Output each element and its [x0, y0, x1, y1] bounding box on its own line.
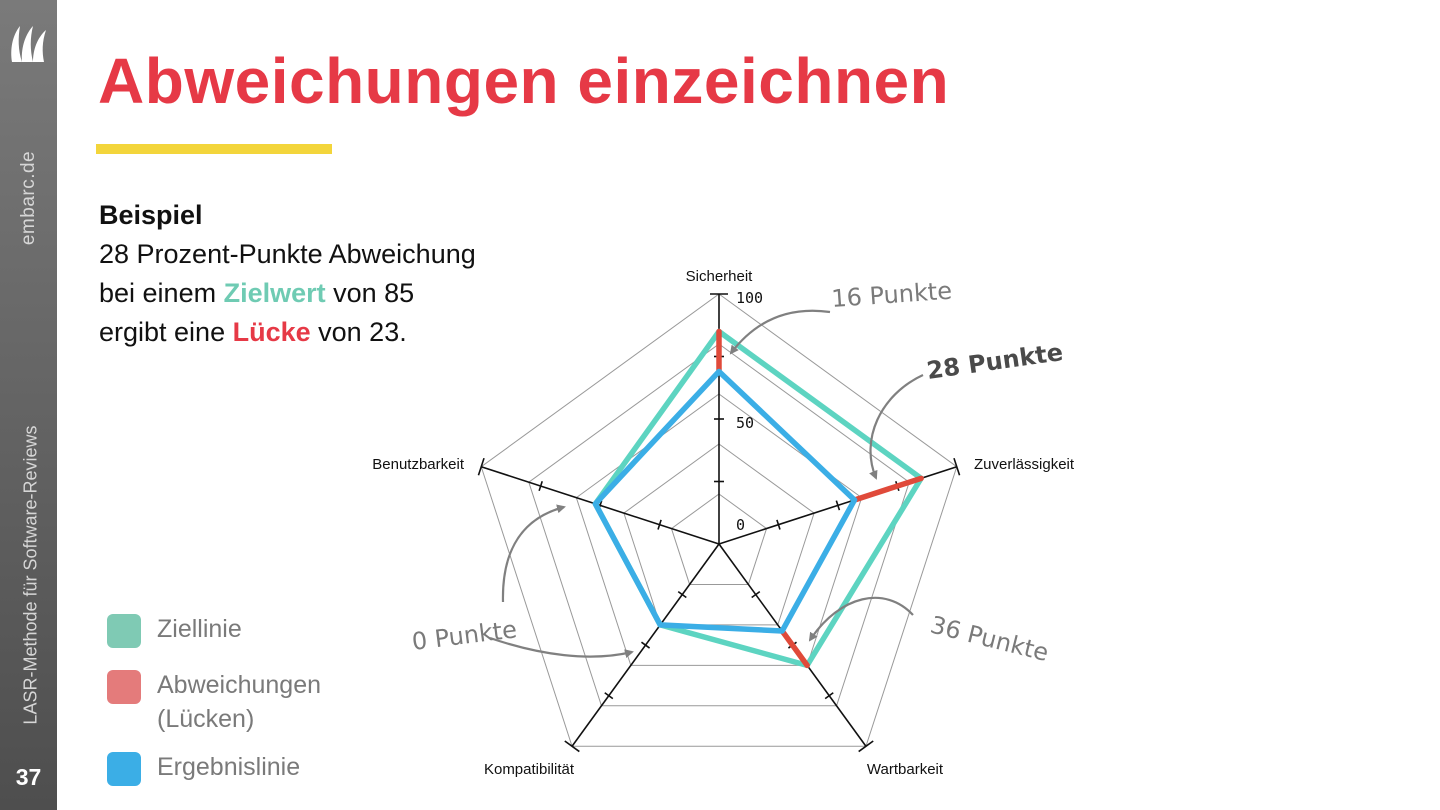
legend-swatch-deviation [107, 670, 141, 704]
example-line-1: 28 Prozent-Punkte Abweichung [99, 239, 476, 269]
annotation-arrow [869, 374, 924, 480]
result-line [592, 368, 858, 634]
legend-swatch-target [107, 614, 141, 648]
axis-tick [564, 740, 580, 753]
axis-label: Sicherheit [686, 268, 754, 285]
legend-label-deviation-1: Abweichungen [157, 671, 322, 699]
axis-tick [776, 519, 781, 530]
grid-ring-60 [575, 393, 863, 666]
legend-label-target: Ziellinie [157, 615, 242, 643]
annotation-arrow [729, 309, 831, 355]
title-underline [96, 144, 332, 154]
axis-label: Kompatibilität [484, 761, 575, 778]
axis-label: Zuverlässigkeit [974, 456, 1075, 473]
axis-tick [824, 692, 834, 700]
annotation-label: 0 Punkte [410, 615, 518, 656]
page-title: Abweichungen einzeichnen [98, 45, 950, 117]
annotation-arrow [808, 596, 914, 642]
example-line-2-post: von 85 [325, 278, 415, 308]
axis-tick [953, 457, 961, 476]
annotation-arrow [489, 636, 634, 658]
scale-label: 100 [736, 289, 763, 307]
scale-label: 0 [736, 516, 745, 534]
legend-label-result: Ergebnislinie [157, 753, 301, 781]
example-text: Beispiel 28 Prozent-Punkte Abweichung be… [99, 196, 539, 352]
axis-tick [858, 740, 874, 753]
example-line-3: ergibt eine Lücke von 23. [99, 313, 539, 352]
axis-label: Wartbarkeit [867, 761, 944, 778]
radar-chart: Sicherheit Zuverlässigkeit Wartbarkeit Komp… [372, 268, 1075, 778]
example-line-3-post: von 23. [310, 317, 407, 347]
legend-swatch-result [107, 752, 141, 786]
target-value-word: Zielwert [223, 278, 326, 308]
grid-ring-20 [670, 493, 768, 585]
deviation-segment [851, 475, 924, 503]
target-line [592, 328, 924, 669]
legend-label-deviation-2: (Lücken) [157, 705, 255, 733]
example-line-2: bei einem Zielwert von 85 [99, 274, 539, 313]
grid-ring-100 [480, 293, 958, 747]
grid-ring-80 [528, 343, 910, 707]
method-text: LASR-Methode für Software-Reviews [20, 425, 41, 725]
axis-label: Benutzbarkeit [372, 456, 465, 473]
axis-tick [538, 481, 543, 492]
sail-logo-icon [11, 26, 46, 62]
grid-ring-40 [623, 443, 815, 626]
axis-tick [751, 590, 761, 599]
annotation-arrow [501, 504, 566, 603]
axis-tick [835, 500, 841, 511]
axis-tick [477, 457, 485, 476]
annotation-label: 28 Punkte [925, 338, 1065, 385]
example-line-3-pre: ergibt eine [99, 317, 233, 347]
example-heading: Beispiel [99, 200, 203, 230]
annotation-label: 16 Punkte [830, 277, 952, 313]
axis-tick [641, 641, 651, 649]
brand-text: embarc.de [18, 150, 39, 246]
axis-tick [657, 519, 662, 530]
axis-tick [677, 590, 687, 599]
axis-tick [604, 692, 614, 700]
deviation-segment [779, 628, 810, 669]
page-number: 37 [15, 764, 42, 790]
sidebar: embarc.de LASR-Methode für Software-Revi… [0, 0, 57, 810]
scale-label: 50 [736, 414, 754, 432]
annotation-label: 36 Punkte [928, 611, 1052, 667]
example-line-2-pre: bei einem [99, 278, 224, 308]
gap-word: Lücke [232, 317, 311, 347]
